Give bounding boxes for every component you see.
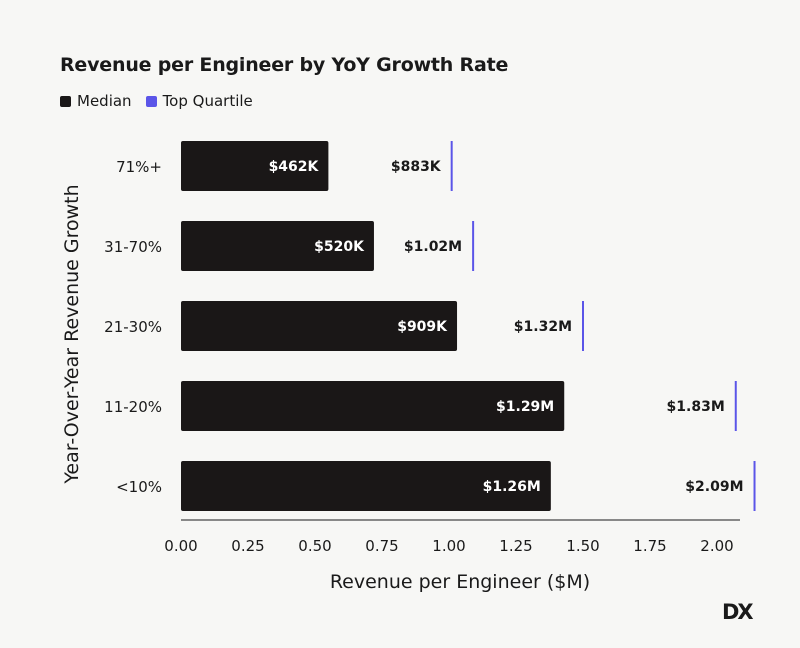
median-bar-label: $1.29M	[496, 399, 554, 415]
x-axis-title: Revenue per Engineer ($M)	[330, 571, 590, 593]
median-bar	[181, 301, 458, 351]
y-axis-title: Year-Over-Year Revenue Growth	[61, 184, 83, 484]
top-quartile-label: $1.83M	[667, 399, 725, 415]
legend-label-median: Median	[77, 92, 132, 110]
legend: Median Top Quartile	[60, 92, 267, 110]
x-tick-label: 1.25	[499, 537, 532, 555]
category-label: <10%	[116, 478, 162, 496]
x-tick-label: 0.75	[365, 537, 398, 555]
category-label: 31-70%	[104, 238, 162, 256]
median-bar	[181, 461, 551, 511]
top-quartile-label: $2.09M	[685, 479, 743, 495]
median-bar-label: $520K	[314, 239, 365, 255]
legend-swatch-top-quartile	[145, 95, 157, 107]
x-tick-label: 0.00	[164, 537, 197, 555]
median-bar	[181, 141, 329, 191]
x-tick-label: 1.00	[432, 537, 465, 555]
x-tick-label: 0.50	[298, 537, 331, 555]
category-label: 71%+	[116, 158, 162, 176]
legend-item-median: Median	[60, 92, 132, 110]
x-tick-label: 1.50	[566, 537, 599, 555]
median-bar	[181, 221, 374, 271]
median-bar-label: $909K	[397, 319, 448, 335]
x-tick-label: 1.75	[633, 537, 666, 555]
x-tick-label: 0.25	[231, 537, 264, 555]
category-label: 21-30%	[104, 318, 162, 336]
legend-swatch-median	[60, 95, 71, 107]
legend-item-top-quartile: Top Quartile	[145, 92, 253, 110]
x-tick-label: 2.00	[700, 537, 733, 555]
legend-label-top-quartile: Top Quartile	[162, 92, 253, 110]
chart-title: Revenue per Engineer by YoY Growth Rate	[60, 54, 509, 76]
median-bar-label: $462K	[269, 159, 320, 175]
dx-logo: DX	[722, 600, 754, 624]
median-bar-label: $1.26M	[483, 479, 541, 495]
top-quartile-label: $1.32M	[514, 319, 572, 335]
top-quartile-label: $1.02M	[404, 239, 462, 255]
category-label: 11-20%	[104, 398, 162, 416]
top-quartile-label: $883K	[391, 159, 442, 175]
median-bar	[181, 381, 565, 431]
